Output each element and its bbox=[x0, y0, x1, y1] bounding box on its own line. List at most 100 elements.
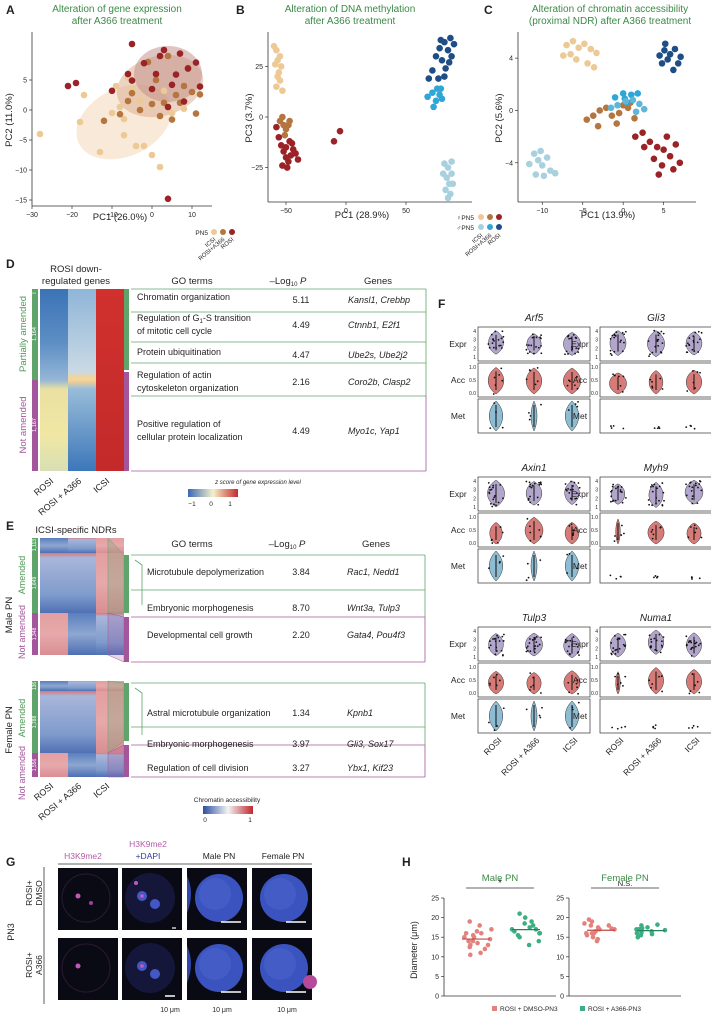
violin-point bbox=[493, 503, 495, 506]
violin-point bbox=[498, 561, 501, 564]
violin-point bbox=[568, 691, 571, 694]
violin-point bbox=[529, 485, 531, 488]
table-bar-amended bbox=[124, 289, 129, 370]
violin-point bbox=[610, 653, 613, 656]
polar-body bbox=[134, 881, 138, 885]
violin-point bbox=[648, 679, 651, 682]
violin-point bbox=[619, 489, 622, 491]
y-tick-label: 0 bbox=[259, 115, 263, 122]
violin-point bbox=[529, 495, 531, 498]
data-point bbox=[611, 94, 619, 101]
data-point bbox=[632, 133, 639, 140]
data-point bbox=[445, 59, 453, 66]
violin-point bbox=[697, 330, 700, 333]
violin-point bbox=[685, 635, 688, 638]
violin-point bbox=[500, 347, 503, 349]
data-point bbox=[76, 118, 84, 126]
data-point bbox=[437, 36, 445, 44]
violin-point bbox=[539, 716, 542, 719]
violin-point bbox=[620, 491, 623, 493]
violin-point bbox=[652, 726, 655, 729]
legend-marker bbox=[580, 1006, 585, 1011]
violin-point bbox=[694, 684, 696, 687]
data-point bbox=[551, 169, 559, 177]
violin-point bbox=[526, 517, 529, 520]
violin-point bbox=[540, 344, 542, 347]
violin-point bbox=[568, 337, 571, 340]
data-point bbox=[438, 95, 446, 103]
violin-point bbox=[661, 388, 664, 390]
violin-point bbox=[564, 483, 567, 485]
y-tick-label: 10 bbox=[556, 954, 564, 961]
x-tick-label: 50 bbox=[402, 208, 410, 215]
violin-point bbox=[528, 411, 530, 414]
scale-label: 10 μm bbox=[160, 1007, 180, 1014]
violin-point bbox=[691, 578, 693, 580]
violin-point bbox=[489, 427, 492, 430]
go-term: Regulation of actin bbox=[137, 370, 212, 380]
violin-point bbox=[532, 676, 535, 679]
data-point bbox=[475, 940, 480, 946]
heatmap-block bbox=[96, 681, 124, 691]
table-header-genes: Genes bbox=[362, 539, 390, 550]
violin-point bbox=[570, 498, 573, 500]
data-point bbox=[471, 934, 477, 940]
violin-tick: 0.5 bbox=[469, 678, 476, 684]
y-tick-label: 25 bbox=[556, 896, 564, 903]
violin-point bbox=[489, 640, 491, 643]
violin-point bbox=[529, 415, 532, 417]
colorbar bbox=[188, 489, 238, 497]
data-point bbox=[156, 163, 164, 171]
violin-point bbox=[539, 535, 542, 538]
row-label: Acc bbox=[573, 525, 588, 535]
panel-b-subtitle: after A366 treatment bbox=[305, 16, 396, 27]
group-label-partially-amended: Partially amended bbox=[18, 296, 29, 372]
table-bar bbox=[124, 617, 129, 662]
adjacent-pronucleus bbox=[187, 946, 191, 983]
violin-point bbox=[536, 496, 539, 499]
violin-point bbox=[564, 353, 566, 356]
data-point bbox=[273, 46, 280, 54]
data-point bbox=[674, 60, 682, 67]
violin-point bbox=[609, 352, 612, 355]
violin-point bbox=[660, 675, 663, 678]
violin-tick: 3 bbox=[595, 488, 598, 494]
data-point bbox=[474, 929, 480, 934]
heatmap-column-rosi bbox=[40, 289, 68, 471]
go-term: Microtubule depolymerization bbox=[147, 567, 264, 577]
violin-point bbox=[685, 483, 687, 486]
violin-point bbox=[650, 484, 653, 486]
violin-tick: 2 bbox=[473, 646, 476, 652]
data-point bbox=[277, 63, 285, 70]
data-point bbox=[184, 65, 192, 72]
violin-point bbox=[499, 484, 502, 486]
violin-point bbox=[653, 427, 656, 430]
violin-point bbox=[573, 481, 576, 484]
violin-point bbox=[525, 646, 528, 649]
go-genes: Ctnnb1, E2f1 bbox=[348, 320, 401, 330]
data-point bbox=[100, 117, 108, 125]
image-column-label: +DAPI bbox=[136, 851, 161, 861]
group-label-not-amended: Not amended bbox=[17, 605, 27, 659]
violin-point bbox=[656, 575, 659, 578]
panel-C: −10 −5 0 5 4 0 −4 bbox=[505, 32, 696, 215]
violin-point bbox=[651, 386, 654, 389]
violin-point bbox=[624, 497, 627, 499]
violin-tick: 0.5 bbox=[591, 678, 598, 684]
violin-point bbox=[488, 721, 490, 724]
violin-point bbox=[624, 330, 627, 333]
data-point bbox=[655, 922, 660, 927]
violin-point bbox=[689, 690, 692, 692]
violin-point bbox=[575, 375, 578, 378]
data-point bbox=[468, 952, 473, 958]
violin-point bbox=[490, 538, 493, 541]
violin-point bbox=[693, 647, 695, 649]
heatmap-block bbox=[68, 691, 96, 753]
data-point bbox=[607, 104, 615, 112]
violin-point bbox=[660, 351, 663, 354]
data-point bbox=[273, 83, 280, 90]
violin-tick: 1.0 bbox=[591, 515, 598, 521]
go-pvalue: 8.70 bbox=[292, 603, 310, 613]
violin-point bbox=[573, 384, 576, 387]
